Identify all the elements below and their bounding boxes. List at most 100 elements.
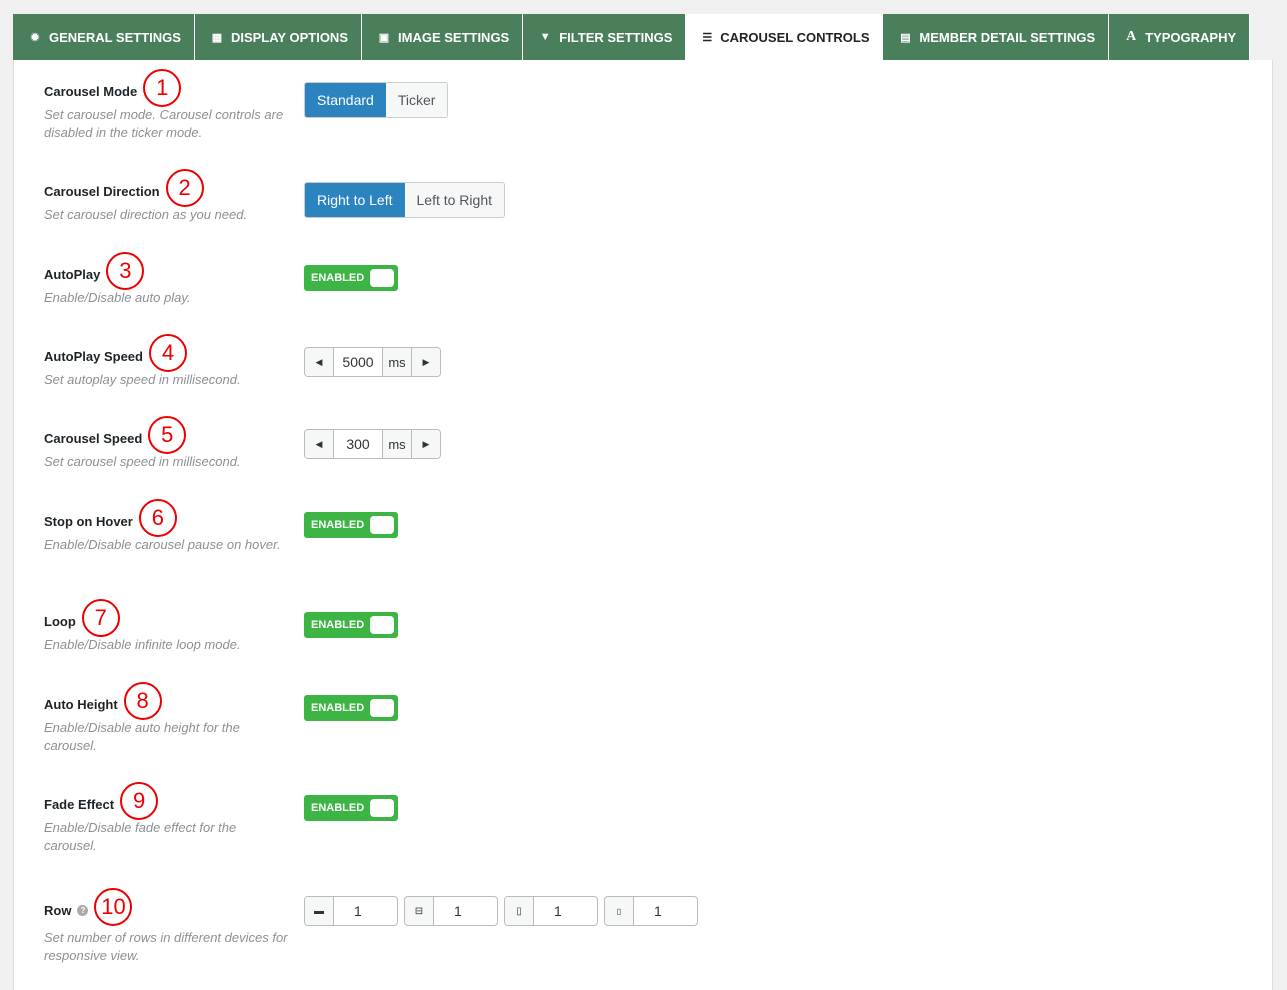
setting-label: Carousel Speed xyxy=(44,430,143,446)
unit-label: ms xyxy=(383,348,412,376)
tab-label: FILTER SETTINGS xyxy=(559,29,673,45)
tab-label: GENERAL SETTINGS xyxy=(49,29,181,45)
setting-stop-on-hover: Stop on Hover 6 Enable/Disable carousel p… xyxy=(44,499,1244,554)
row-laptop-input[interactable]: ⊟ 1 xyxy=(404,896,498,926)
tab-display-options[interactable]: ▦ DISPLAY OPTIONS xyxy=(194,14,362,60)
row-desktop-input[interactable]: ▬ 1 xyxy=(304,896,398,926)
id-card-icon: ▤ xyxy=(900,31,911,44)
setting-loop: Loop 7 Enable/Disable infinite loop mode.… xyxy=(44,599,1244,654)
row-value[interactable]: 1 xyxy=(654,903,662,919)
decrement-button[interactable]: ◀ xyxy=(305,430,334,458)
annotation-number: 5 xyxy=(148,416,187,454)
tab-label: MEMBER DETAIL SETTINGS xyxy=(919,29,1096,45)
setting-label: Auto Height xyxy=(44,696,118,712)
auto-height-toggle[interactable]: ENABLED xyxy=(304,695,398,721)
setting-description: Enable/Disable auto height for the carou… xyxy=(44,720,240,753)
option-right-to-left[interactable]: Right to Left xyxy=(305,183,405,217)
tab-filter-settings[interactable]: ▼ FILTER SETTINGS xyxy=(523,14,687,60)
setting-label: Carousel Direction xyxy=(44,183,160,199)
toggle-state: ENABLED xyxy=(311,519,365,531)
desktop-icon: ▬ xyxy=(305,897,334,925)
toggle-state: ENABLED xyxy=(311,802,365,814)
setting-description: Set carousel mode. Carousel controls are… xyxy=(44,107,284,140)
laptop-icon: ⊟ xyxy=(405,897,434,925)
font-icon: A xyxy=(1126,29,1137,44)
setting-description: Enable/Disable fade effect for the carou… xyxy=(44,820,237,853)
tab-member-detail-settings[interactable]: ▤ MEMBER DETAIL SETTINGS xyxy=(883,14,1110,60)
fade-effect-toggle[interactable]: ENABLED xyxy=(304,795,398,821)
settings-tabs: ✹ GENERAL SETTINGS ▦ DISPLAY OPTIONS ▣ IMAG… xyxy=(13,14,1251,60)
setting-description: Set carousel speed in millisecond. xyxy=(44,454,241,469)
annotation-number: 7 xyxy=(81,599,120,637)
autoplay-speed-input[interactable]: 5000 xyxy=(334,348,383,376)
autoplay-speed-stepper: ◀ 5000 ms ▶ xyxy=(304,347,441,377)
tab-label: IMAGE SETTINGS xyxy=(398,29,510,45)
help-icon[interactable]: ? xyxy=(77,904,89,916)
setting-label: Row xyxy=(44,902,72,918)
tab-image-settings[interactable]: ▣ IMAGE SETTINGS xyxy=(362,14,524,60)
grid-icon: ▦ xyxy=(211,31,223,44)
toggle-knob xyxy=(370,269,394,287)
setting-description: Enable/Disable infinite loop mode. xyxy=(44,637,241,652)
setting-label: AutoPlay Speed xyxy=(44,348,143,364)
increment-button[interactable]: ▶ xyxy=(412,348,440,376)
setting-carousel-mode: Carousel Mode 1 Set carousel mode. Carous… xyxy=(44,69,1244,142)
annotation-number: 8 xyxy=(123,682,162,720)
option-standard[interactable]: Standard xyxy=(305,83,386,117)
carousel-mode-selector: Standard Ticker xyxy=(304,82,449,118)
toggle-knob xyxy=(370,516,394,534)
tab-typography[interactable]: A TYPOGRAPHY xyxy=(1109,14,1251,60)
toggle-knob xyxy=(370,699,394,717)
tab-general-settings[interactable]: ✹ GENERAL SETTINGS xyxy=(13,14,195,60)
row-value[interactable]: 1 xyxy=(454,903,462,919)
setting-description: Set number of rows in different devices … xyxy=(44,930,288,963)
row-mobile-input[interactable]: ▯ 1 xyxy=(604,896,698,926)
annotation-number: 6 xyxy=(138,499,177,537)
carousel-controls-panel: Carousel Mode 1 Set carousel mode. Carous… xyxy=(13,60,1273,990)
annotation-number: 3 xyxy=(106,252,145,290)
toggle-state: ENABLED xyxy=(311,272,365,284)
setting-autoplay-speed: AutoPlay Speed 4 Set autoplay speed in mi… xyxy=(44,334,1244,389)
annotation-number: 1 xyxy=(143,69,182,107)
loop-toggle[interactable]: ENABLED xyxy=(304,612,398,638)
setting-description: Set autoplay speed in millisecond. xyxy=(44,372,241,387)
mobile-icon: ▯ xyxy=(605,897,634,925)
tab-label: DISPLAY OPTIONS xyxy=(230,29,348,45)
stop-on-hover-toggle[interactable]: ENABLED xyxy=(304,512,398,538)
setting-auto-height: Auto Height 8 Enable/Disable auto height … xyxy=(44,682,1244,755)
setting-row: Row? 10 Set number of rows in different d… xyxy=(44,888,1244,965)
toggle-state: ENABLED xyxy=(311,702,365,714)
tab-label: TYPOGRAPHY xyxy=(1145,29,1237,45)
carousel-speed-stepper: ◀ 300 ms ▶ xyxy=(304,429,441,459)
setting-autoplay: AutoPlay 3 Enable/Disable auto play. ENAB… xyxy=(44,252,1244,307)
annotation-number: 2 xyxy=(165,169,204,207)
carousel-direction-selector: Right to Left Left to Right xyxy=(304,182,505,218)
annotation-number: 9 xyxy=(120,782,159,820)
gear-icon: ✹ xyxy=(30,31,40,44)
autoplay-toggle[interactable]: ENABLED xyxy=(304,265,398,291)
toggle-state: ENABLED xyxy=(311,619,365,631)
row-value[interactable]: 1 xyxy=(354,903,362,919)
setting-carousel-direction: Carousel Direction 2 Set carousel directi… xyxy=(44,169,1244,224)
tablet-icon: ▯ xyxy=(505,897,534,925)
carousel-speed-input[interactable]: 300 xyxy=(334,430,383,458)
option-ticker[interactable]: Ticker xyxy=(385,83,448,117)
row-value[interactable]: 1 xyxy=(554,903,562,919)
setting-description: Set carousel direction as you need. xyxy=(44,207,248,222)
tab-label: CAROUSEL CONTROLS xyxy=(720,29,870,45)
setting-label: AutoPlay xyxy=(44,266,101,282)
row-tablet-input[interactable]: ▯ 1 xyxy=(504,896,598,926)
sliders-icon: ☰ xyxy=(702,31,713,44)
setting-description: Enable/Disable auto play. xyxy=(44,290,191,305)
toggle-knob xyxy=(370,616,394,634)
setting-label: Fade Effect xyxy=(44,796,115,812)
decrement-button[interactable]: ◀ xyxy=(305,348,334,376)
setting-carousel-speed: Carousel Speed 5 Set carousel speed in mi… xyxy=(44,416,1244,471)
setting-description: Enable/Disable carousel pause on hover. xyxy=(44,537,281,552)
increment-button[interactable]: ▶ xyxy=(412,430,440,458)
annotation-number: 10 xyxy=(94,888,133,926)
toggle-knob xyxy=(370,799,394,817)
option-left-to-right[interactable]: Left to Right xyxy=(404,183,504,217)
tab-carousel-controls[interactable]: ☰ CAROUSEL CONTROLS xyxy=(686,14,884,60)
setting-label: Carousel Mode xyxy=(44,83,138,99)
